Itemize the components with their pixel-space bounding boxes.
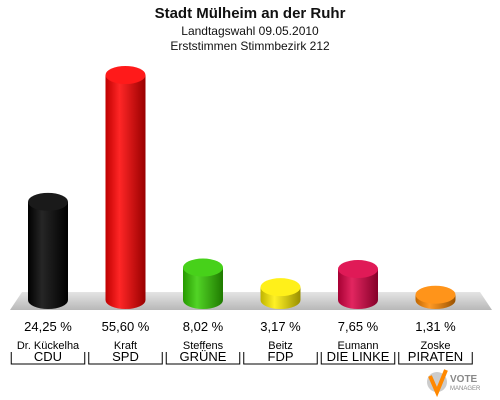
party-label: DIE LINKE (327, 349, 390, 364)
bar-top-CDU (28, 192, 68, 211)
party-label: PIRATEN (408, 349, 463, 364)
party-bracket (10, 352, 86, 365)
candidate-label: Beitz (268, 340, 292, 352)
checkmark-icon (428, 369, 448, 398)
candidate-label: Zoske (421, 340, 451, 352)
bar-top-DIE LINKE (338, 260, 378, 279)
bars-group (28, 66, 456, 309)
party-bracket (88, 352, 163, 365)
bar-SPD (105, 75, 146, 309)
party-bracket (243, 352, 318, 365)
bar-GRÜNE (183, 267, 223, 309)
chart-subtitle-district: Erststimmen Stimmbezirk 212 (170, 39, 330, 53)
bar-DIE LINKE (338, 269, 378, 309)
value-label: 24,25 % (24, 319, 72, 334)
value-label: 1,31 % (415, 319, 456, 334)
candidate-label: Kraft (114, 340, 137, 352)
candidate-label: Steffens (183, 340, 224, 352)
party-bracket (320, 352, 396, 365)
candidate-label: Eumann (338, 340, 379, 352)
bar-top-SPD (105, 66, 146, 84)
value-label: 7,65 % (338, 319, 379, 334)
chart-subtitle-election: Landtagswahl 09.05.2010 (181, 24, 319, 38)
bar-top-GRÜNE (183, 258, 223, 277)
party-label: GRÜNE (180, 349, 227, 364)
bar-top-FDP (260, 278, 301, 297)
logo-text: VOTE (450, 374, 478, 385)
party-label: SPD (112, 349, 139, 364)
logo-subtext: MANAGER (450, 386, 481, 392)
value-label: 3,17 % (260, 319, 301, 334)
party-bracket (165, 352, 241, 365)
value-label: 8,02 % (183, 319, 224, 334)
value-label: 55,60 % (102, 319, 150, 334)
vote-manager-logo: VOTE MANAGER (427, 369, 481, 398)
party-bracket (398, 352, 473, 365)
candidate-label: Dr. Kückelha (17, 340, 80, 352)
bar-top-PIRATEN (415, 285, 456, 304)
party-label: CDU (34, 349, 62, 364)
party-label: FDP (268, 349, 294, 364)
bar-CDU (28, 201, 68, 309)
chart-title: Stadt Mülheim an der Ruhr (155, 5, 346, 22)
